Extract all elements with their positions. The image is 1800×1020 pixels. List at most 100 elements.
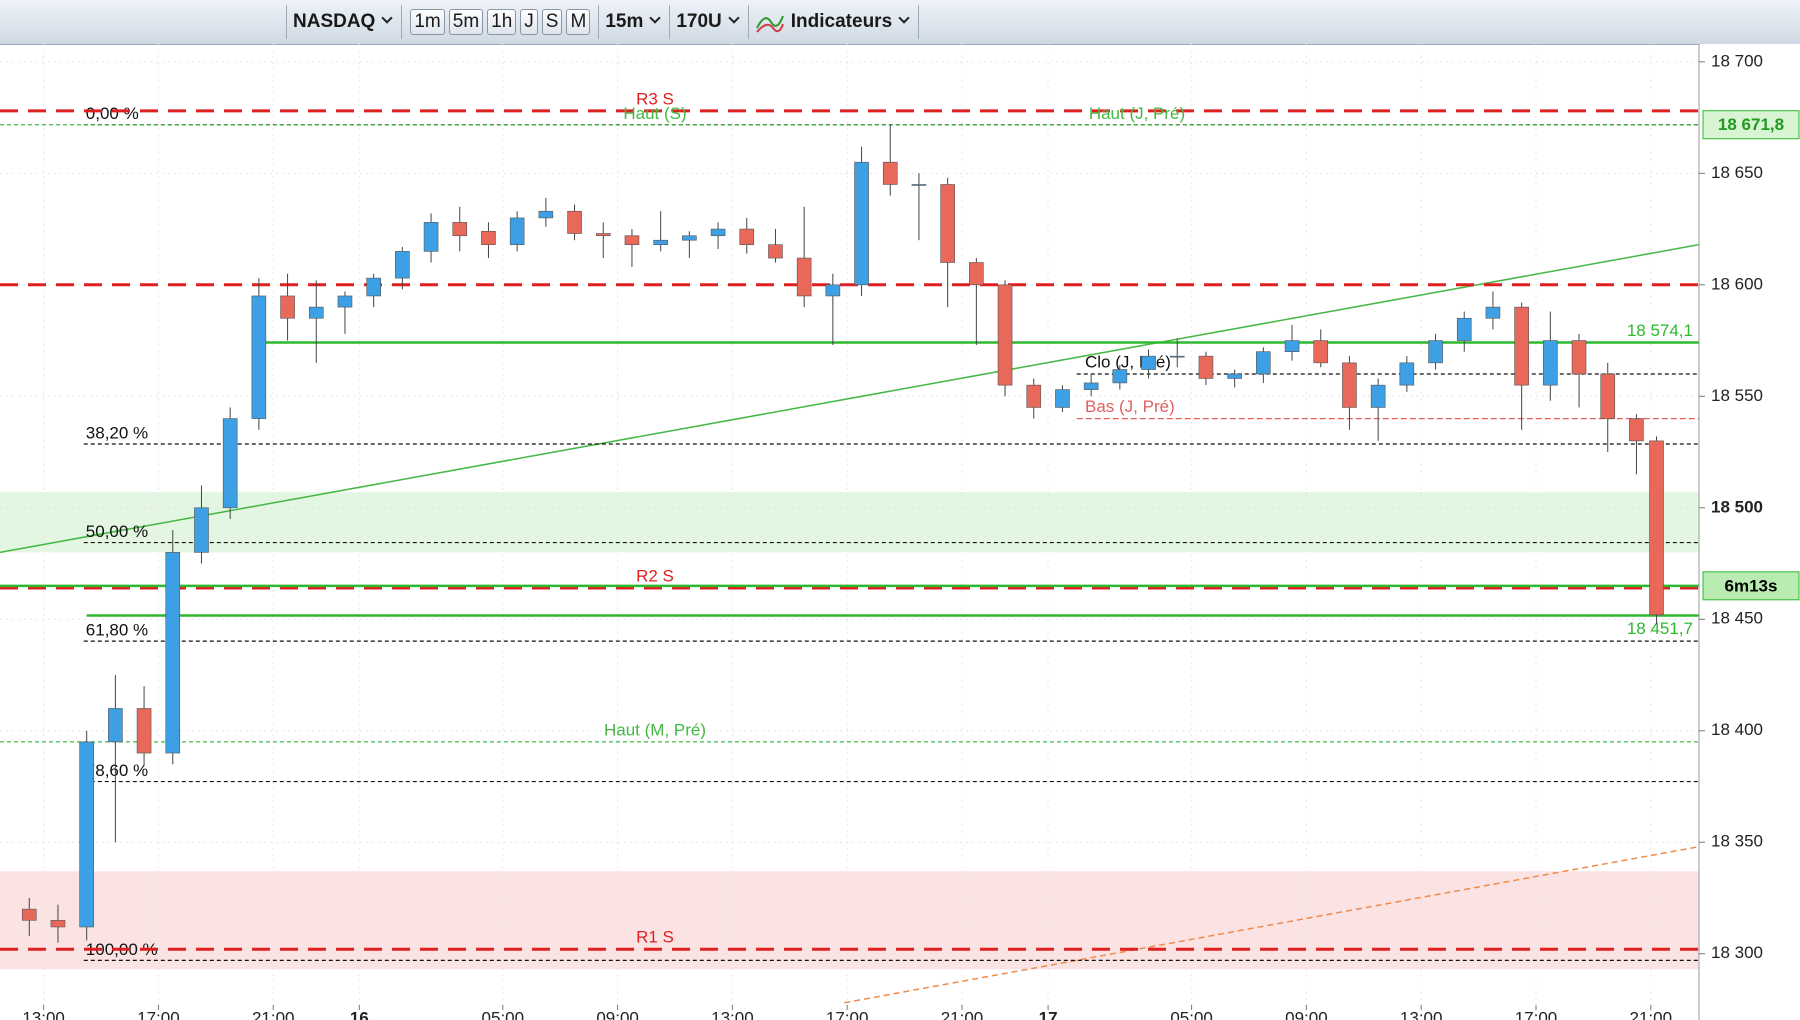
x-tick-label: 09:00 [596, 1008, 639, 1020]
x-tick-label: 16 [350, 1008, 369, 1020]
candle-body [682, 235, 697, 241]
fib-label: 0,00 % [86, 104, 139, 123]
candle-body [1485, 306, 1501, 319]
symbol-select[interactable]: NASDAQ [293, 11, 395, 33]
candle-body [1141, 355, 1156, 370]
chart: 0,00 %38,20 %50,00 %61,80 %78,60 %100,00… [0, 44, 1800, 1020]
interval-select[interactable]: 15m [605, 11, 663, 33]
period-button[interactable]: J [520, 9, 538, 35]
candle-body [1428, 340, 1443, 364]
candle-body [1342, 362, 1357, 408]
candle-body [1629, 418, 1644, 442]
x-tick-label: 05:00 [1170, 1008, 1213, 1020]
candle-body [280, 295, 295, 319]
x-tick-label: 13:00 [711, 1008, 754, 1020]
y-tick-label: 18 550 [1711, 386, 1763, 405]
price-tag [1702, 110, 1800, 140]
y-tick-label: 18 450 [1711, 609, 1763, 628]
candle-body [538, 210, 554, 219]
candle-body [1227, 373, 1242, 379]
candle-body [50, 919, 66, 928]
candle-body [1198, 355, 1214, 379]
candle-body [624, 235, 640, 245]
period-button[interactable]: 5m [448, 9, 484, 35]
indicators-menu[interactable]: Indicateurs [791, 11, 912, 33]
y-tick-label: 18 500 [1711, 497, 1763, 516]
candle-body [1083, 382, 1099, 390]
level-label: R3 S [636, 89, 674, 108]
candle-body [1649, 440, 1664, 616]
level-label: 18 451,7 [1627, 619, 1693, 638]
units-select[interactable]: 170U [676, 11, 741, 33]
x-tick-label: 17:00 [137, 1008, 180, 1020]
candle-body [1543, 340, 1558, 386]
x-tick-label: 21:00 [252, 1008, 295, 1020]
candle-body [567, 210, 582, 234]
candle-body [997, 284, 1013, 386]
period-button[interactable]: 1h [487, 9, 517, 35]
toolbar: NASDAQ 1m 5m 1h J S M 15m 170U Indicateu… [0, 0, 1800, 45]
candle-body [1370, 384, 1386, 408]
candle-body [825, 284, 841, 297]
candle-body [1026, 384, 1042, 408]
y-tick-label: 18 600 [1711, 274, 1763, 293]
x-tick-label: 05:00 [482, 1008, 525, 1020]
period-button[interactable]: S [541, 9, 563, 35]
x-tick-label: 13:00 [1400, 1008, 1443, 1020]
candle-body [337, 295, 353, 308]
y-tick-label: 18 650 [1711, 163, 1763, 182]
y-tick-label: 18 400 [1711, 720, 1763, 739]
separator [747, 5, 749, 39]
level-label: Haut (S) [623, 104, 686, 123]
candle-body [1514, 306, 1529, 386]
level-label: Haut (M, Pré) [604, 720, 706, 739]
candle-body [136, 708, 152, 754]
separator [401, 5, 403, 39]
candle-body [194, 507, 209, 553]
candle-body [1055, 389, 1070, 408]
candle-body [1284, 340, 1300, 352]
price-axis [1699, 44, 1800, 1020]
level-label: Clo (J, Pré) [1085, 352, 1171, 371]
plot: 0,00 %38,20 %50,00 %61,80 %78,60 %100,00… [0, 44, 1700, 1005]
price-tag-label: 6m13s [1725, 576, 1778, 595]
zone [0, 871, 1699, 970]
candle-body [222, 418, 238, 509]
candle-body [710, 228, 726, 237]
price-tag-label: 18 671,8 [1718, 115, 1784, 134]
y-tick-label: 18 700 [1711, 51, 1763, 70]
x-tick-label: 17 [1039, 1008, 1058, 1020]
candle-body [366, 277, 381, 297]
price-tag [1702, 571, 1800, 601]
candle-body [911, 184, 927, 186]
trend-line [0, 243, 1700, 554]
candle-body [882, 161, 898, 185]
separator [286, 5, 287, 39]
candle-body [1571, 340, 1587, 375]
candle-body [251, 295, 267, 419]
fib-label: 38,20 % [86, 423, 148, 442]
candle-body [940, 184, 955, 263]
period-button[interactable]: 1m [410, 9, 445, 35]
candle-body [854, 161, 869, 286]
period-button[interactable]: M [566, 9, 591, 35]
level-label: Bas (J, Pré) [1085, 397, 1175, 416]
level-label: Haut (J, Pré) [1089, 104, 1185, 123]
candle-body [423, 222, 439, 252]
candle-body [21, 908, 37, 921]
level-label: 18 574,1 [1627, 321, 1693, 340]
candle-body [509, 217, 525, 245]
candle-body [1112, 369, 1128, 384]
candle-body [308, 306, 324, 319]
candle-body [481, 230, 496, 245]
candle-body [79, 741, 94, 928]
level-label: R1 S [636, 928, 674, 947]
fib-label: 50,00 % [86, 522, 148, 541]
zone [0, 492, 1699, 553]
x-tick-label: 09:00 [1285, 1008, 1328, 1020]
candle-body [1313, 340, 1329, 364]
trend-line [844, 845, 1700, 1004]
indicator-icon [755, 15, 784, 33]
separator [598, 5, 600, 39]
